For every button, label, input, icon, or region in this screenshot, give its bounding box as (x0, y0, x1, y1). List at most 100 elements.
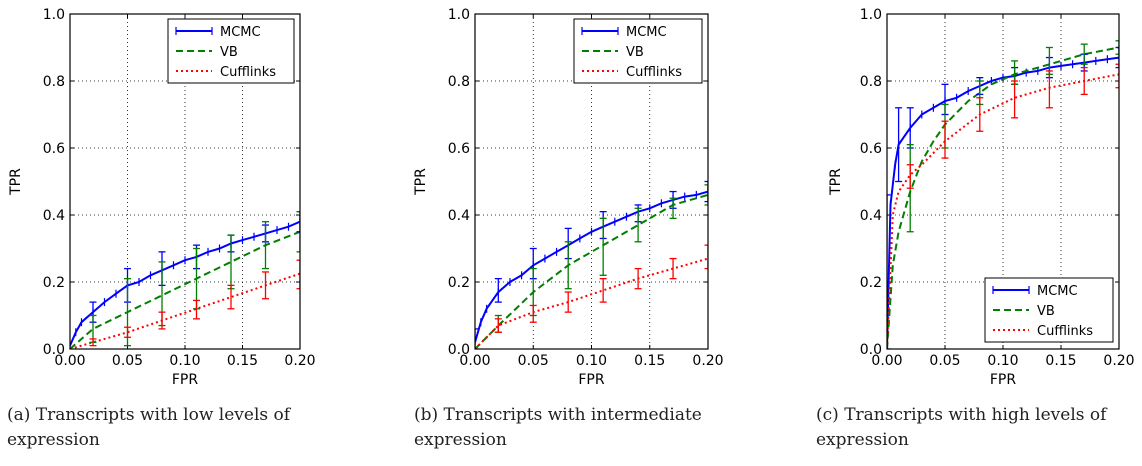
error-bar-mcmc (1115, 46, 1119, 69)
x-tick-label: 0.15 (227, 353, 258, 369)
legend-label-cufflinks: Cufflinks (220, 65, 276, 80)
series-line-mcmc (475, 190, 708, 343)
error-bar-mcmc (887, 194, 891, 349)
error-bar-vb (669, 197, 677, 220)
error-bar-cufflinks (976, 97, 984, 132)
error-bar-cufflinks (262, 271, 269, 300)
error-bar-vb (1045, 46, 1053, 75)
error-bar-cufflinks (564, 291, 572, 313)
error-bar-cufflinks (89, 338, 97, 347)
error-bar-cufflinks (124, 326, 131, 338)
y-tick-label: 0.4 (43, 208, 65, 224)
error-bar-mcmc (494, 277, 502, 303)
legend: MCMC VB Cufflinks (573, 18, 703, 84)
legend-label-cufflinks: Cufflinks (626, 65, 682, 80)
y-tick-label: 0.8 (448, 74, 470, 90)
x-tick-label: 0.20 (284, 353, 315, 369)
y-tick-label: 0.8 (43, 74, 65, 90)
y-tick-label: 0.2 (860, 275, 882, 291)
legend-label-mcmc: MCMC (626, 25, 667, 40)
error-bar-cufflinks (296, 259, 300, 290)
y-tick-label: 0.8 (860, 74, 882, 90)
y-axis-label: TPR (828, 168, 844, 196)
x-axis-label: FPR (172, 372, 198, 388)
legend: MCMC VB Cufflinks (984, 277, 1114, 343)
legend-label-mcmc: MCMC (220, 25, 261, 40)
chart-2: 0.00 0.05 0.10 0.15 0.20 0.0 0.2 0.4 0.6 0.8 1.0 FP… (828, 7, 1135, 388)
error-bar-cufflinks (906, 164, 914, 189)
error-bar-vb (296, 210, 300, 253)
error-bar-vb (89, 314, 97, 343)
y-tick-label: 0.4 (860, 208, 882, 224)
error-bar-cufflinks (529, 304, 537, 323)
error-bar-vb (262, 221, 269, 270)
series-line-cufflinks (475, 257, 708, 349)
error-bar-cufflinks (941, 120, 949, 159)
series-line-vb (70, 230, 300, 349)
x-tick-label: 0.00 (459, 353, 490, 369)
error-bar-cufflinks (193, 299, 200, 320)
error-bar-cufflinks (494, 318, 502, 333)
plot-area (475, 180, 708, 349)
error-bar-cufflinks (634, 267, 642, 290)
x-tick-label: 0.10 (576, 353, 607, 369)
plot-frame (474, 13, 709, 350)
x-axis-label: FPR (578, 372, 604, 388)
x-tick-label: 0.00 (871, 353, 902, 369)
error-bar-mcmc (906, 107, 914, 149)
error-bar-mcmc (704, 180, 708, 203)
error-bar-cufflinks (1080, 66, 1088, 96)
x-tick-label: 0.10 (987, 353, 1018, 369)
x-tick-label: 0.05 (929, 353, 960, 369)
error-bar-vb (704, 184, 708, 206)
caption-c: (c) Transcripts with high levels of expr… (816, 403, 1138, 453)
caption-c-text: (c) Transcripts with high levels of expr… (816, 405, 1107, 450)
y-tick-label: 0.4 (448, 208, 470, 224)
legend-label-vb: VB (220, 45, 238, 60)
legend: MCMC VB Cufflinks (167, 18, 295, 84)
y-axis-label: TPR (8, 168, 24, 196)
error-bar-vb (634, 207, 642, 243)
x-tick-label: 0.05 (518, 353, 549, 369)
x-tick-label: 0.20 (692, 353, 723, 369)
series-line-vb (475, 193, 708, 349)
plot-frame (886, 13, 1120, 350)
error-bar-mcmc (895, 107, 903, 183)
x-tick-label: 0.00 (54, 353, 85, 369)
x-tick-label: 0.15 (634, 353, 665, 369)
error-bar-cufflinks (1045, 70, 1053, 109)
error-bar-cufflinks (704, 244, 708, 270)
x-tick-label: 0.05 (112, 353, 143, 369)
caption-a-text: (a) Transcripts with low levels of expre… (7, 405, 291, 450)
error-bar-vb (564, 241, 572, 290)
y-tick-label: 0.6 (448, 141, 470, 157)
error-bar-vb (599, 217, 607, 276)
error-bar-vb (1115, 40, 1119, 55)
legend-label-vb: VB (626, 45, 644, 60)
y-tick-label: 1.0 (860, 7, 882, 23)
x-tick-label: 0.15 (1045, 353, 1076, 369)
y-tick-label: 1.0 (448, 7, 470, 23)
series-line-mcmc (70, 220, 300, 346)
y-tick-label: 0.0 (860, 342, 882, 358)
y-tick-label: 0.6 (43, 141, 65, 157)
x-axis-label: FPR (990, 372, 1016, 388)
error-bar-cufflinks (158, 311, 166, 330)
y-tick-label: 0.0 (448, 342, 470, 358)
y-tick-label: 0.0 (43, 342, 65, 358)
y-tick-label: 0.2 (448, 275, 470, 291)
y-tick-label: 0.2 (43, 275, 65, 291)
error-bar-vb (1080, 43, 1088, 65)
plot-frame (69, 13, 301, 350)
caption-b-text: (b) Transcripts with intermediate expres… (414, 405, 702, 450)
x-tick-label: 0.10 (169, 353, 200, 369)
y-axis-label: TPR (413, 168, 429, 196)
error-bar-cufflinks (669, 257, 677, 280)
error-bar-cufflinks (1011, 80, 1019, 119)
legend-label-vb: VB (1037, 304, 1055, 319)
legend-label-mcmc: MCMC (1037, 284, 1078, 299)
error-bar-mcmc (475, 328, 479, 349)
legend-label-cufflinks: Cufflinks (1037, 324, 1093, 339)
plot-area (70, 210, 300, 349)
